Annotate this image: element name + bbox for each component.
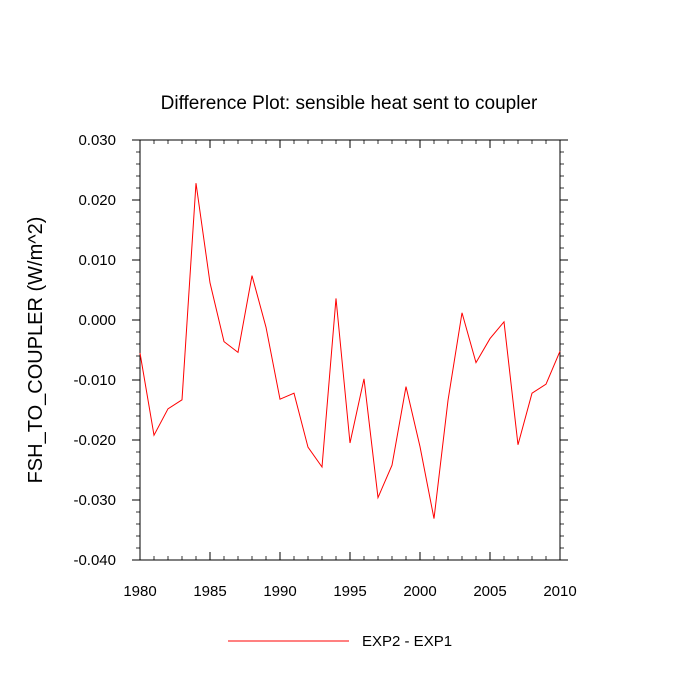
y-tick-label: 0.020 [78, 192, 116, 209]
plot-series [139, 183, 561, 519]
legend: EXP2 - EXP1 [228, 633, 452, 650]
y-tick-label: -0.040 [73, 552, 116, 569]
x-tick-label: 1995 [333, 583, 366, 600]
y-tick-label: -0.010 [73, 372, 116, 389]
y-tick-label: 0.010 [78, 252, 116, 269]
plot-frame [139, 139, 561, 561]
x-tick-label: 2010 [543, 583, 576, 600]
y-tick-label: 0.000 [78, 312, 116, 329]
x-tick-label: 1985 [193, 583, 226, 600]
axes: 1980 1985 1990 1995 2000 2005 2010 -0.040 -0.030… [73, 132, 576, 600]
legend-label: EXP2 - EXP1 [362, 633, 452, 650]
x-tick-label: 2005 [473, 583, 506, 600]
y-tick-label: -0.020 [73, 432, 116, 449]
y-tick-label: 0.030 [78, 132, 116, 149]
x-tick-label: 1980 [123, 583, 156, 600]
x-tick-label: 1990 [263, 583, 296, 600]
series-line [139, 183, 561, 519]
y-tick-label: -0.030 [73, 492, 116, 509]
y-axis-label: FSH_TO_COUPLER (W/m^2) [25, 217, 47, 484]
x-tick-label: 2000 [403, 583, 436, 600]
chart-title: Difference Plot: sensible heat sent to c… [161, 93, 538, 114]
